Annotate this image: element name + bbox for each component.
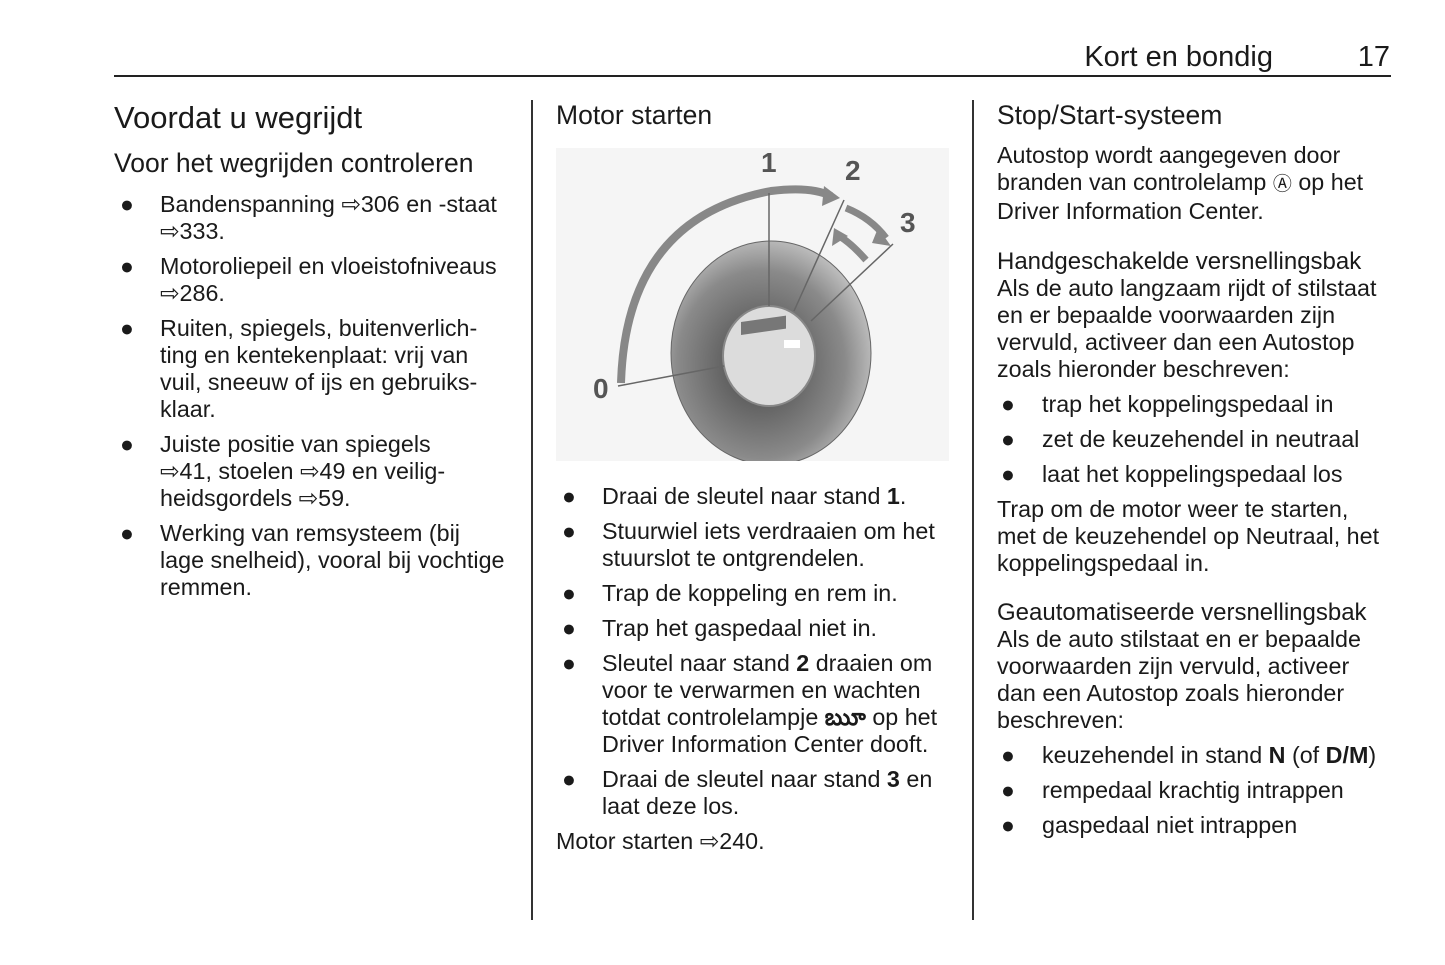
list-item: ● Motoroliepeil en vloeistofniveaus ⇨286.: [120, 253, 497, 306]
arrow-head: [822, 186, 840, 206]
bullet-icon: ●: [562, 650, 576, 676]
bullet-icon: ●: [562, 615, 576, 641]
heading-stop-start: Stop/Start-systeem: [997, 100, 1223, 130]
list-item: ● Stuurwiel iets verdraaien om het stuurs…: [562, 518, 935, 571]
reference-arrow-icon: ⇨: [341, 191, 361, 217]
engine-start-reference: Motor starten ⇨240.: [556, 828, 765, 854]
start-steps: ● Draai de sleutel naar stand 1. ● Stuurwi…: [556, 483, 956, 820]
check-list: ● Bandenspanning ⇨306 en -staat ⇨333. ● Mo…: [114, 191, 524, 601]
bullet-icon: ●: [1001, 742, 1015, 768]
list-item: ● Trap het gaspedaal niet in.: [562, 615, 878, 641]
arrow-head: [832, 228, 848, 246]
column-stop-start: Stop/Start-systeem Autostop wordt aangeg…: [997, 98, 1397, 847]
ignition-key-figure: 0 1 2 3: [556, 147, 949, 466]
arrow-head: [872, 228, 891, 246]
bullet-icon: ●: [1001, 391, 1015, 417]
subheading-automated: Geautomatiseerde versnellingsbak: [997, 599, 1367, 626]
heading-engine-start: Motor starten: [556, 100, 713, 130]
list-item: ● trap het koppelingspedaal in: [1001, 391, 1334, 417]
subheading-checks: Voor het wegrijden controleren: [114, 148, 474, 178]
autostop-lamp-icon: Ⓐ: [1272, 174, 1292, 195]
list-item: ● keuzehendel in stand N (of D/M): [1001, 742, 1377, 768]
automated-steps: ● keuzehendel in stand N (of D/M) ● remped…: [997, 742, 1397, 839]
ignition-illustration: 0 1 2 3: [593, 147, 916, 466]
bullet-icon: ●: [1001, 426, 1015, 452]
position-line: [810, 243, 894, 322]
intro-paragraph: Autostop wordt aangegeven door branden v…: [997, 142, 1364, 224]
bullet-icon: ●: [120, 520, 134, 546]
reference-arrow-icon: ⇨: [699, 828, 720, 854]
manual-steps: ● trap het koppelingspedaal in ● zet de ke…: [997, 391, 1397, 488]
manual-restart-paragraph: Trap om de motor weer te starten, met de…: [997, 496, 1380, 576]
header-rule: [114, 75, 1391, 77]
preheat-lamp-icon: ౠ: [824, 704, 866, 730]
bullet-icon: ●: [120, 431, 134, 457]
bullet-icon: ●: [562, 483, 576, 509]
reference-arrow-icon: ⇨: [160, 458, 180, 484]
column-divider: [531, 100, 533, 920]
list-item: ● zet de keuzehendel in neutraal: [1001, 426, 1360, 452]
bullet-icon: ●: [1001, 461, 1015, 487]
position-line: [793, 199, 845, 312]
bullet-icon: ●: [562, 766, 576, 792]
list-item: ● laat het koppelingspedaal los: [1001, 461, 1343, 487]
list-item: ● Bandenspanning ⇨306 en -staat ⇨333.: [120, 191, 497, 244]
key-slot: [741, 315, 786, 335]
bullet-icon: ●: [562, 580, 576, 606]
page-number: 17: [1357, 41, 1390, 73]
heading-before-driving: Voordat u wegrijdt: [114, 100, 363, 135]
list-item: ● rempedaal krachtig intrappen: [1001, 777, 1344, 803]
list-item: ● Draai de sleutel naar stand 3 en laat d…: [562, 766, 933, 819]
position-label-3: 3: [900, 207, 916, 238]
column-divider: [972, 100, 974, 920]
position-label-1: 1: [761, 148, 777, 178]
list-item: ● Juiste positie van spiegels ⇨41, stoele…: [120, 431, 446, 511]
list-item: ● Ruiten, spiegels, buitenverlich- ting e…: [120, 315, 478, 422]
reference-arrow-icon: ⇨: [300, 458, 320, 484]
position-line: [617, 365, 725, 387]
list-item: ● Trap de koppeling en rem in.: [562, 580, 898, 606]
reference-arrow-icon: ⇨: [160, 218, 180, 244]
reference-arrow-icon: ⇨: [160, 280, 180, 306]
list-item: ● gaspedaal niet intrappen: [1001, 812, 1298, 838]
bullet-icon: ●: [1001, 812, 1015, 838]
bullet-icon: ●: [120, 191, 134, 217]
bullet-icon: ●: [120, 315, 134, 341]
manual-paragraph: Als de auto langzaam rijdt of stilstaat …: [997, 275, 1377, 382]
bullet-icon: ●: [120, 253, 134, 279]
reference-arrow-icon: ⇨: [298, 485, 319, 511]
column-before-driving: Voordat u wegrijdt Voor het wegrijden co…: [114, 98, 524, 609]
column-engine-start: Motor starten: [556, 98, 956, 855]
return-arc: [837, 232, 869, 263]
rotation-arc: [617, 185, 833, 384]
start-arc: [844, 204, 889, 241]
list-item: ● Sleutel naar stand 2 draaien om voor te…: [562, 650, 938, 757]
section-title: Kort en bondig: [1084, 41, 1273, 73]
position-label-0: 0: [593, 373, 609, 404]
bullet-icon: ●: [562, 518, 576, 544]
automated-paragraph: Als de auto stilstaat en er bepaalde voo…: [997, 626, 1361, 733]
position-label-2: 2: [845, 155, 861, 186]
key-slot-highlight: [784, 340, 800, 348]
subheading-manual: Handgeschakelde versnellingsbak: [997, 248, 1362, 275]
list-item: ● Werking van remsysteem (bij lage snelhe…: [120, 520, 505, 600]
bullet-icon: ●: [1001, 777, 1015, 803]
list-item: ● Draai de sleutel naar stand 1.: [562, 483, 907, 509]
